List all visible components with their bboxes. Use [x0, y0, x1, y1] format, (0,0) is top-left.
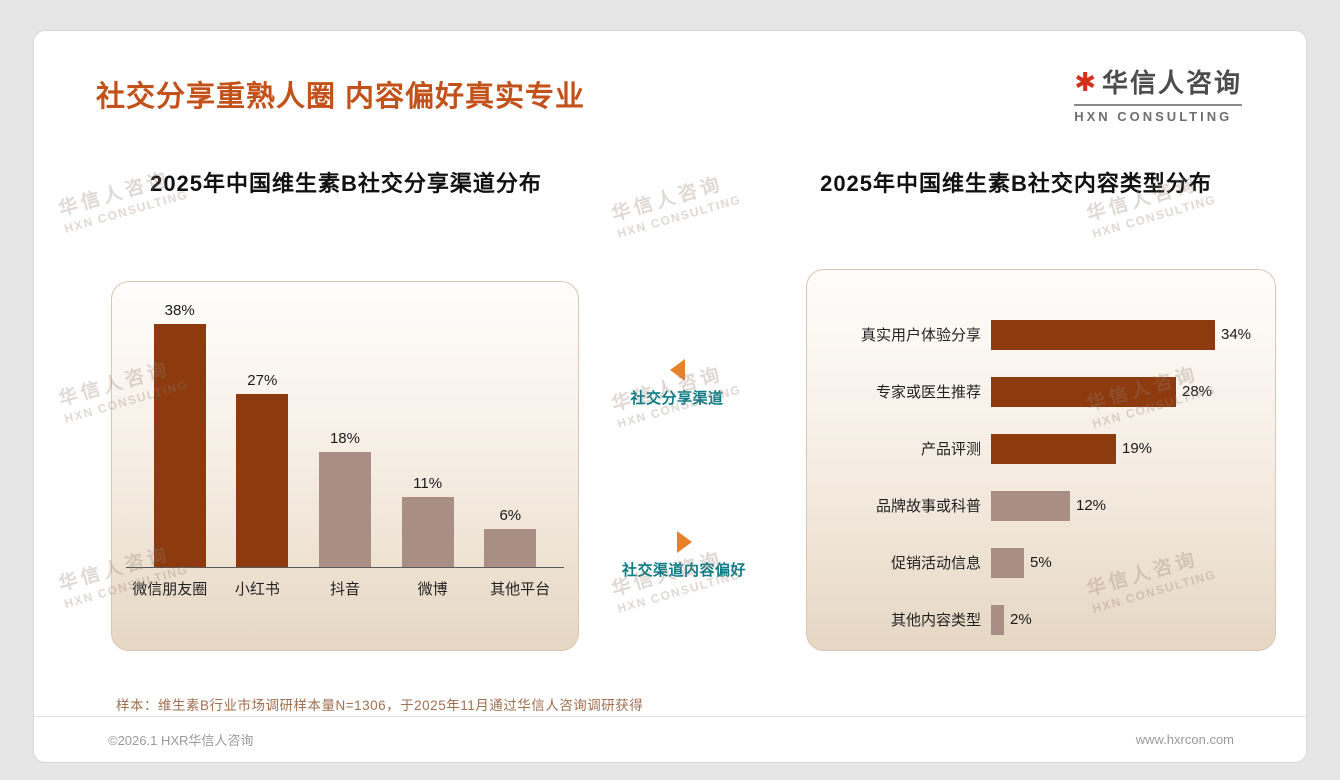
bar: [991, 433, 1116, 464]
bar-category-label: 小红书: [234, 581, 280, 598]
left-chart-title: 2025年中国维生素B社交分享渠道分布: [150, 171, 542, 196]
page-title: 社交分享重熟人圈 内容偏好真实专业: [96, 81, 586, 113]
bar-value-label: 12%: [1076, 497, 1107, 514]
bar-value-label: 27%: [247, 372, 278, 389]
sample-note: 样本：维生素B行业市场调研样本量N=1306，于2025年11月通过华信人咨询调…: [116, 698, 644, 713]
right-chart-panel: 真实用户体验分享 34% 专家或医生推荐 28% 产品评测 19% 品牌故事或科普 12% 促销…: [806, 269, 1276, 651]
watermark: 华信人咨询 HXN CONSULTING: [609, 169, 743, 242]
website-link[interactable]: www.hxrcon.com: [1135, 732, 1234, 747]
bar: [401, 497, 454, 567]
bar-row: 专家或医生推荐 28%: [807, 363, 1275, 420]
watermark-line2: HXN CONSULTING: [615, 191, 743, 241]
annotation-content-preference-label: 社交渠道内容偏好: [621, 562, 746, 579]
bar-column: 27%: [233, 372, 291, 567]
bar-value-label: 11%: [413, 475, 443, 492]
annotation-share-channel-label: 社交分享渠道: [630, 390, 724, 407]
bar-category-label: 促销活动信息: [890, 555, 981, 572]
bar-category-label: 品牌故事或科普: [875, 498, 981, 515]
annotation-content-preference: 社交渠道内容偏好: [594, 531, 774, 580]
bar: [991, 376, 1176, 407]
bar-column: 18%: [316, 430, 374, 567]
watermark-line2: HXN CONSULTING: [1090, 191, 1218, 241]
bar-row: 其他内容类型 2%: [807, 591, 1275, 648]
logo-subtitle: HXN CONSULTING: [1074, 104, 1242, 124]
bar-value-label: 38%: [164, 302, 195, 319]
watermark-line1: 华信人咨询: [609, 173, 726, 226]
left-chart-panel: 38% 27% 18% 11% 6% 微信朋友圈 小红书 抖音 微博 其他平台: [111, 281, 579, 651]
copyright-text: ©2026.1 HXR华信人咨询: [108, 733, 254, 748]
bar: [236, 394, 289, 567]
logo-row: ✱ 华信人咨询: [1074, 63, 1242, 100]
bar-category-label: 微信朋友圈: [132, 581, 208, 598]
bar-category-label: 微博: [417, 581, 448, 598]
bar-row: 真实用户体验分享 34%: [807, 306, 1275, 363]
bar-column: 6%: [481, 507, 539, 567]
bar: [991, 547, 1024, 578]
arrow-right-icon: [676, 531, 692, 553]
bar-category-label: 抖音: [329, 581, 360, 598]
slide-card: 华信人咨询 HXN CONSULTING 华信人咨询 HXN CONSULTING 华信…: [33, 30, 1307, 763]
annotation-share-channel: 社交分享渠道: [587, 359, 767, 408]
bar: [991, 604, 1004, 635]
bar-row: 产品评测 19%: [807, 420, 1275, 477]
bar: [318, 452, 371, 567]
bar-column: 38%: [151, 302, 209, 567]
company-logo: ✱ 华信人咨询 HXN CONSULTING: [1074, 63, 1242, 124]
bar-value-label: 19%: [1122, 440, 1153, 457]
bar-value-label: 5%: [1030, 554, 1052, 571]
bar-value-label: 28%: [1182, 383, 1213, 400]
horizontal-chart-rows: 真实用户体验分享 34% 专家或医生推荐 28% 产品评测 19% 品牌故事或科普 12% 促销…: [807, 270, 1275, 648]
bar-column: 11%: [399, 475, 457, 567]
bar-row: 品牌故事或科普 12%: [807, 477, 1275, 534]
bar: [484, 529, 537, 567]
bar-value-label: 18%: [329, 430, 360, 447]
bar: [153, 324, 206, 567]
arrow-left-icon: [669, 359, 685, 381]
vertical-chart-categories: 微信朋友圈 小红书 抖音 微博 其他平台: [126, 578, 564, 599]
bar: [991, 319, 1215, 350]
vertical-chart-plot: 38% 27% 18% 11% 6%: [126, 282, 564, 568]
bar-value-label: 2%: [1010, 611, 1032, 628]
logo-flame-icon: ✱: [1074, 66, 1096, 97]
right-chart-title: 2025年中国维生素B社交内容类型分布: [820, 171, 1212, 196]
footer-bar: ©2026.1 HXR华信人咨询 www.hxrcon.com: [34, 716, 1306, 762]
bar-category-label: 其他内容类型: [890, 612, 981, 629]
bar: [991, 490, 1070, 521]
bar-category-label: 其他平台: [490, 581, 551, 598]
bar-row: 促销活动信息 5%: [807, 534, 1275, 591]
bar-category-label: 产品评测: [920, 441, 981, 458]
bar-category-label: 真实用户体验分享: [860, 327, 981, 344]
bar-value-label: 34%: [1221, 326, 1252, 343]
bar-category-label: 专家或医生推荐: [875, 384, 981, 401]
bar-value-label: 6%: [499, 507, 522, 524]
logo-company-name: 华信人咨询: [1101, 68, 1242, 98]
